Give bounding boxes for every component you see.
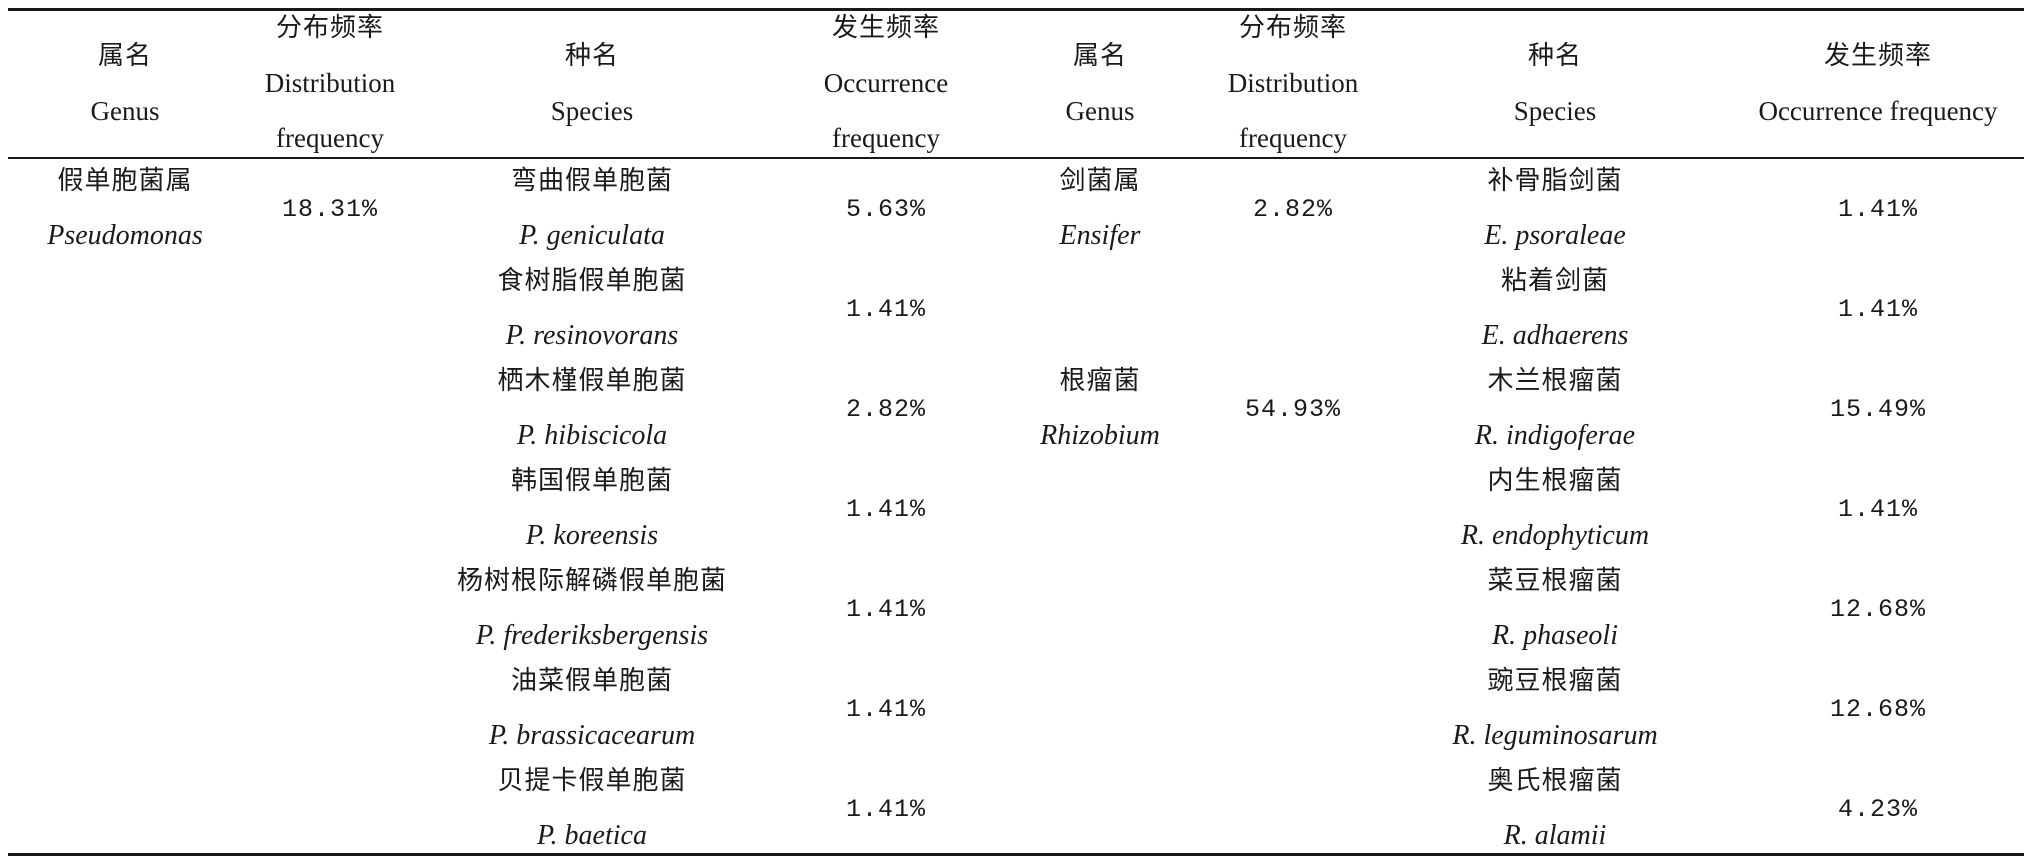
species-la-left-3: P. hibiscicola — [516, 420, 668, 451]
header-occurrence-left: 发生频率 Occurrence frequency — [824, 1, 948, 166]
header-occ-en-full: Occurrence frequency — [1758, 96, 1998, 126]
header-genus-left: 属名 Genus — [91, 29, 160, 139]
occurrence-right-1: 1.41% — [1837, 195, 1919, 224]
species-zh-right-5: 菜豆根瘤菌 — [1487, 566, 1623, 596]
header-dist-en1: Distribution — [1227, 68, 1359, 98]
header-occ-en2: frequency — [832, 123, 940, 153]
occurrence-right-3: 15.49% — [1829, 395, 1927, 424]
occurrence-right-6: 12.68% — [1829, 695, 1927, 724]
occurrence-right-2: 1.41% — [1837, 295, 1919, 324]
header-genus-en: Genus — [90, 96, 160, 126]
header-dist-en1: Distribution — [264, 68, 396, 98]
species-la-right-3: R. indigoferae — [1474, 420, 1636, 451]
occurrence-right-5: 12.68% — [1829, 595, 1927, 624]
species-la-right-1: E. psoraleae — [1484, 220, 1626, 251]
table-header-rule — [8, 157, 2024, 159]
distribution-rhizobium: 54.93% — [1244, 395, 1342, 424]
occurrence-right-7: 4.23% — [1837, 795, 1919, 824]
occurrence-left-1: 5.63% — [845, 195, 927, 224]
occurrence-left-5: 1.41% — [845, 595, 927, 624]
header-occ-en1: Occurrence — [823, 68, 949, 98]
header-genus-right: 属名 Genus — [1066, 29, 1135, 139]
header-species-zh: 种名 — [564, 41, 620, 71]
species-zh-left-2: 食树脂假单胞菌 — [497, 266, 687, 296]
distribution-ensifer: 2.82% — [1252, 195, 1334, 224]
species-zh-left-6: 油菜假单胞菌 — [510, 666, 674, 696]
species-zh-left-5: 杨树根际解磷假单胞菌 — [456, 566, 728, 596]
header-genus-zh: 属名 — [1072, 41, 1127, 71]
species-la-left-6: P. brassicacearum — [488, 720, 696, 751]
species-zh-right-1: 补骨脂剑菌 — [1487, 166, 1623, 196]
species-zh-right-2: 粘着剑菌 — [1500, 266, 1610, 296]
header-species-left: 种名 Species — [551, 29, 633, 139]
header-distribution-right: 分布频率 Distribution frequency — [1228, 1, 1359, 166]
species-la-left-2: P. resinovorans — [505, 320, 679, 351]
species-zh-right-6: 豌豆根瘤菌 — [1487, 666, 1623, 696]
species-la-left-4: P. koreensis — [525, 520, 659, 551]
species-zh-left-1: 弯曲假单胞菌 — [510, 166, 674, 196]
species-zh-right-3: 木兰根瘤菌 — [1487, 366, 1623, 396]
species-la-right-4: R. endophyticum — [1460, 520, 1650, 551]
species-zh-right-7: 奥氏根瘤菌 — [1487, 766, 1623, 796]
distribution-left: 18.31% — [281, 195, 379, 224]
table-top-rule — [8, 8, 2024, 11]
occurrence-left-4: 1.41% — [845, 495, 927, 524]
header-dist-zh: 分布频率 — [275, 13, 385, 43]
header-occ-zh: 发生频率 — [1823, 41, 1932, 71]
genus-zh-rhizobium: 根瘤菌 — [1059, 366, 1141, 396]
species-la-right-2: E. adhaerens — [1481, 320, 1629, 351]
species-zh-left-3: 栖木槿假单胞菌 — [497, 366, 687, 396]
genus-la-ensifer: Ensifer — [1059, 220, 1141, 251]
genus-zh-left: 假单胞菌属 — [57, 166, 193, 196]
species-la-right-6: R. leguminosarum — [1452, 720, 1658, 751]
species-zh-left-7: 贝提卡假单胞菌 — [497, 766, 687, 796]
genus-la-left: Pseudomonas — [47, 220, 203, 251]
header-occurrence-right: 发生频率 Occurrence frequency — [1758, 29, 1997, 139]
header-genus-zh: 属名 — [97, 41, 152, 71]
occurrence-left-2: 1.41% — [845, 295, 927, 324]
genus-la-rhizobium: Rhizobium — [1040, 420, 1160, 451]
species-zh-right-4: 内生根瘤菌 — [1487, 466, 1623, 496]
header-dist-en2: frequency — [1239, 123, 1347, 153]
header-genus-en: Genus — [1065, 96, 1135, 126]
occurrence-left-6: 1.41% — [845, 695, 927, 724]
header-distribution-left: 分布频率 Distribution frequency — [265, 1, 396, 166]
header-species-right: 种名 Species — [1514, 29, 1596, 139]
header-occ-zh: 发生频率 — [831, 13, 940, 43]
header-species-en: Species — [1513, 96, 1597, 126]
table-bottom-rule — [8, 853, 2024, 856]
header-species-zh: 种名 — [1527, 41, 1583, 71]
occurrence-left-7: 1.41% — [845, 795, 927, 824]
header-dist-en2: frequency — [276, 123, 384, 153]
species-la-left-1: P. geniculata — [519, 220, 665, 251]
header-species-en: Species — [550, 96, 634, 126]
species-la-left-5: P. frederiksbergensis — [475, 620, 709, 651]
species-la-right-7: R. alamii — [1503, 820, 1607, 851]
header-dist-zh: 分布频率 — [1238, 13, 1348, 43]
occurrence-left-3: 2.82% — [845, 395, 927, 424]
species-la-left-7: P. baetica — [537, 820, 647, 851]
occurrence-right-4: 1.41% — [1837, 495, 1919, 524]
species-la-right-5: R. phaseoli — [1492, 620, 1618, 651]
genus-zh-ensifer: 剑菌属 — [1059, 166, 1141, 196]
species-zh-left-4: 韩国假单胞菌 — [510, 466, 674, 496]
